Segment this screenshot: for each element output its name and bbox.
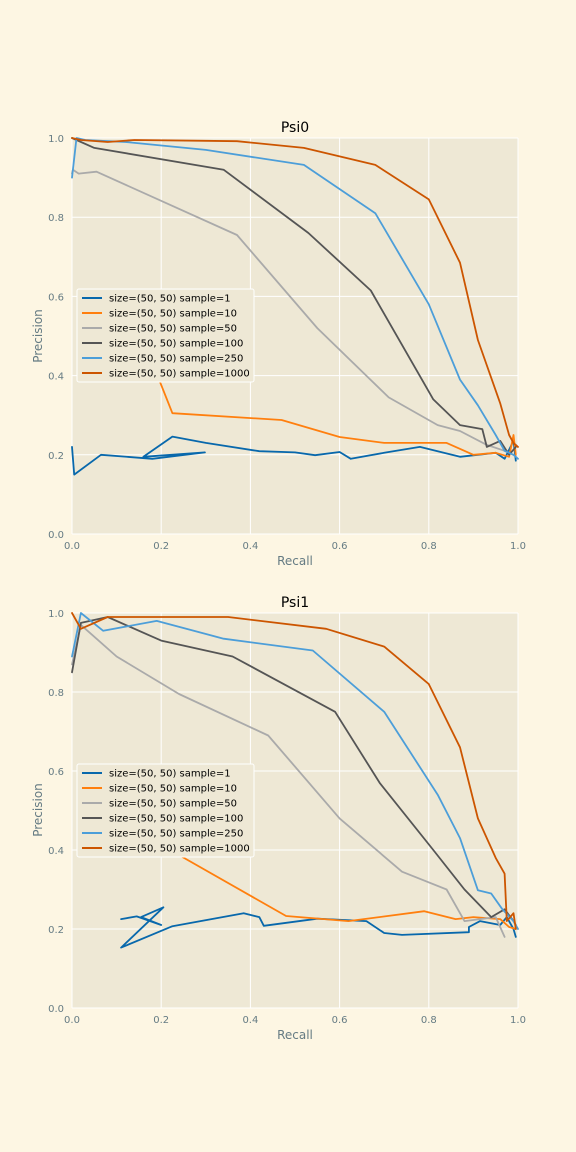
series-line-3 xyxy=(71,624,506,938)
series-line-6 xyxy=(71,137,519,448)
grid xyxy=(71,137,519,535)
series-line-6 xyxy=(71,612,517,930)
x-axis-ticks: 0.0 0.2 0.4 0.6 0.8 1.0 xyxy=(64,541,526,552)
chart-title: Psi1 xyxy=(281,595,309,611)
chart-psi0: Psi0 0.0 0.2 0.4 0.6 0.8 1.0 0.0 0.2 0.4 0.6 0.8 1… xyxy=(31,120,526,568)
x-tick-label: 0.6 xyxy=(332,1015,348,1026)
x-tick-label: 0.8 xyxy=(421,541,437,552)
legend-label-4: size=(50, 50) sample=100 xyxy=(109,814,243,825)
series-line-2 xyxy=(155,372,517,458)
legend-box xyxy=(76,763,255,858)
y-tick-label: 0.6 xyxy=(48,292,64,303)
series-line-5 xyxy=(71,612,519,930)
series-line-4 xyxy=(71,137,517,456)
legend-label-5: size=(50, 50) sample=250 xyxy=(109,354,243,365)
x-axis-ticks: 0.0 0.2 0.4 0.6 0.8 1.0 xyxy=(64,1015,526,1026)
legend-label-6: size=(50, 50) sample=1000 xyxy=(109,844,250,855)
series-line-2 xyxy=(169,849,517,930)
legend-label-3: size=(50, 50) sample=50 xyxy=(109,324,237,335)
x-tick-label: 0.0 xyxy=(64,1015,80,1026)
legend-label-2: size=(50, 50) sample=10 xyxy=(109,309,237,320)
y-axis-label: Precision xyxy=(31,783,45,837)
y-axis-ticks: 0.0 0.2 0.4 0.6 0.8 1.0 xyxy=(48,134,64,541)
y-tick-label: 0.2 xyxy=(48,925,64,936)
y-axis-ticks: 0.0 0.2 0.4 0.6 0.8 1.0 xyxy=(48,609,64,1015)
chart-title: Psi0 xyxy=(281,120,309,136)
y-tick-label: 1.0 xyxy=(48,609,64,620)
chart-psi1: Psi1 0.0 0.2 0.4 0.6 0.8 1.0 0.0 0.2 0.4 0.6 0.8 1… xyxy=(31,595,526,1042)
x-tick-label: 0.6 xyxy=(332,541,348,552)
legend-label-4: size=(50, 50) sample=100 xyxy=(109,339,243,350)
x-tick-label: 1.0 xyxy=(510,541,526,552)
x-axis-label: Recall xyxy=(277,1028,313,1042)
x-tick-label: 1.0 xyxy=(510,1015,526,1026)
legend-label-3: size=(50, 50) sample=50 xyxy=(109,799,237,810)
legend: size=(50, 50) sample=1 size=(50, 50) samp… xyxy=(76,763,255,858)
y-tick-label: 1.0 xyxy=(48,134,64,145)
x-tick-label: 0.2 xyxy=(153,1015,169,1026)
y-tick-label: 0.8 xyxy=(48,213,64,224)
y-tick-label: 0.4 xyxy=(48,846,64,857)
legend-label-6: size=(50, 50) sample=1000 xyxy=(109,369,250,380)
x-tick-label: 0.8 xyxy=(421,1015,437,1026)
series-lines xyxy=(71,137,519,476)
x-tick-label: 0.0 xyxy=(64,541,80,552)
x-tick-label: 0.4 xyxy=(242,541,258,552)
legend-label-2: size=(50, 50) sample=10 xyxy=(109,784,237,795)
y-tick-label: 0.6 xyxy=(48,767,64,778)
y-tick-label: 0.4 xyxy=(48,372,64,383)
x-tick-label: 0.2 xyxy=(153,541,169,552)
y-tick-label: 0.8 xyxy=(48,688,64,699)
legend-label-1: size=(50, 50) sample=1 xyxy=(109,769,231,780)
y-tick-label: 0.0 xyxy=(48,530,64,541)
y-tick-label: 0.2 xyxy=(48,451,64,462)
legend-box xyxy=(76,288,255,383)
grid xyxy=(71,612,519,1009)
legend-label-5: size=(50, 50) sample=250 xyxy=(109,829,243,840)
y-axis-label: Precision xyxy=(31,309,45,363)
legend-label-1: size=(50, 50) sample=1 xyxy=(109,294,231,305)
legend: size=(50, 50) sample=1 size=(50, 50) samp… xyxy=(76,288,255,383)
x-tick-label: 0.4 xyxy=(242,1015,258,1026)
y-tick-label: 0.0 xyxy=(48,1004,64,1015)
x-axis-label: Recall xyxy=(277,554,313,568)
series-lines xyxy=(71,612,519,949)
